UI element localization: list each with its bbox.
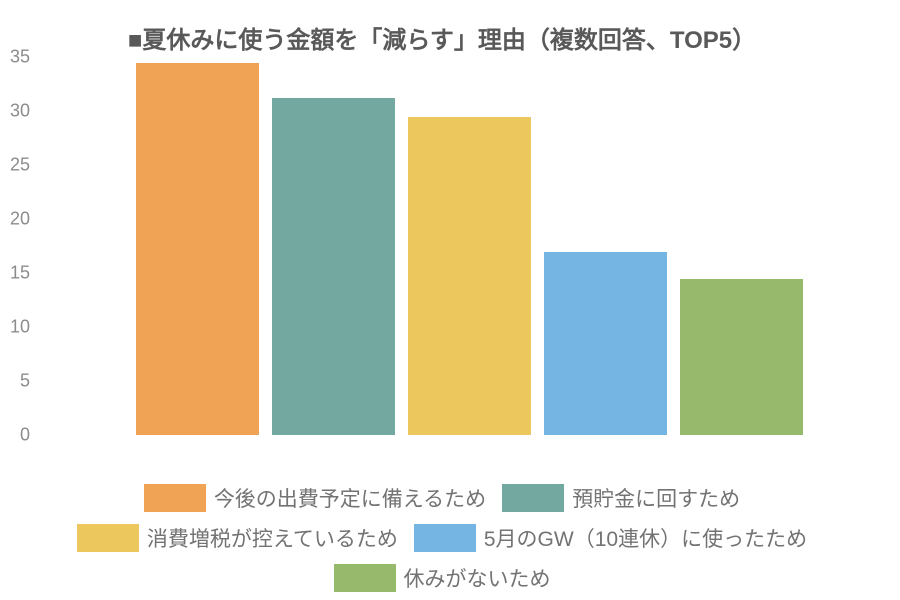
legend-swatch-icon — [413, 524, 476, 552]
y-tick-label-0: 0 — [19, 424, 30, 445]
legend-swatch-icon — [143, 484, 206, 512]
legend-swatch-icon — [502, 484, 565, 512]
y-tick-label-30: 30 — [9, 100, 30, 121]
bar-3 — [408, 117, 531, 435]
y-tick-label-25: 25 — [9, 154, 30, 175]
legend-label: 休みがないため — [403, 568, 551, 591]
bar-4 — [544, 252, 667, 435]
bar-2 — [272, 97, 395, 435]
legend-row-1: 今後の出費予定に備えるため 預貯金に回すため — [143, 483, 740, 513]
legend-row-2: 消費増税が控えているため 5月のGW（10連休）に使ったため — [76, 523, 808, 553]
y-tick-label-5: 5 — [19, 370, 30, 391]
y-tick-label-15: 15 — [9, 262, 30, 283]
y-axis: 0 5 10 15 20 25 30 35 — [0, 0, 30, 460]
y-tick-label-35: 35 — [9, 46, 30, 67]
y-tick-label-10: 10 — [9, 316, 30, 337]
legend-label: 今後の出費予定に備えるため — [213, 488, 487, 511]
y-tick-label-20: 20 — [9, 208, 30, 229]
legend-label: 5月のGW（10連休）に使ったため — [483, 528, 808, 551]
bar-1 — [136, 63, 259, 435]
legend-item-4: 5月のGW（10連休）に使ったため — [413, 523, 808, 553]
legend-label: 消費増税が控えているため — [146, 528, 398, 551]
legend-item-3: 消費増税が控えているため — [76, 523, 398, 553]
legend-label: 預貯金に回すため — [572, 488, 741, 511]
legend: 今後の出費予定に備えるため 預貯金に回すため消費増税が控えているため 5月のGW（1… — [0, 483, 884, 593]
legend-swatch-icon — [76, 524, 139, 552]
legend-swatch-icon — [333, 564, 396, 592]
legend-item-5: 休みがないため — [333, 563, 551, 593]
legend-item-2: 預貯金に回すため — [502, 483, 740, 513]
legend-row-3: 休みがないため — [333, 563, 551, 593]
legend-item-1: 今後の出費予定に備えるため — [143, 483, 487, 513]
chart-title: ■夏休みに使う金額を「減らす」理由（複数回答、TOP5） — [127, 27, 757, 54]
bar-5 — [680, 279, 803, 435]
